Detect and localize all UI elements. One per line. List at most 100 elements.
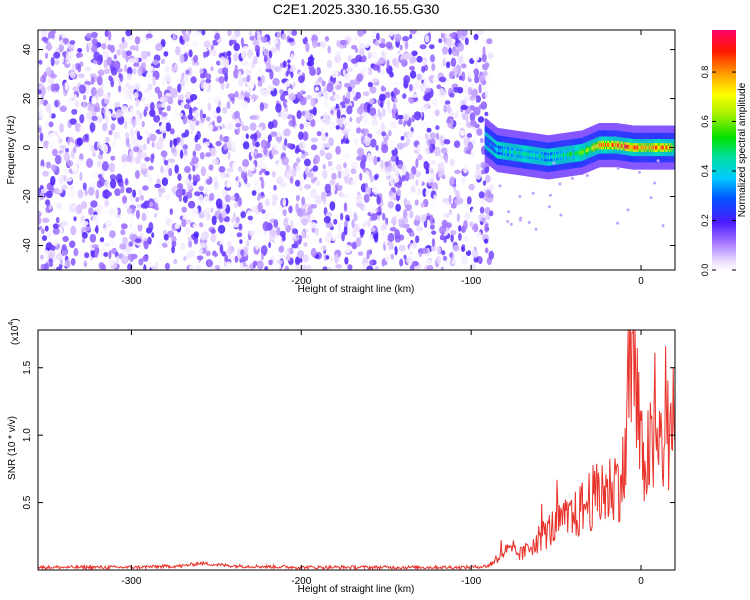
noise-cell xyxy=(39,76,44,83)
noise-cell xyxy=(454,169,461,174)
noise-cell xyxy=(50,83,56,92)
noise-cell xyxy=(362,128,369,136)
noise-cell xyxy=(363,193,370,203)
noise-cell xyxy=(380,225,386,231)
noise-cell xyxy=(240,249,245,257)
noise-cell xyxy=(120,223,128,230)
noise-cell xyxy=(411,55,417,64)
noise-cell xyxy=(419,134,425,140)
noise-cell xyxy=(443,139,451,145)
noise-cell xyxy=(329,201,336,211)
noise-cell xyxy=(187,114,194,120)
noise-cell xyxy=(126,207,132,215)
noise-cell xyxy=(213,252,218,258)
noise-cell xyxy=(136,204,142,209)
noise-cell xyxy=(336,109,341,119)
noise-cell xyxy=(216,115,222,124)
ridge-cell xyxy=(551,154,553,159)
noise-cell xyxy=(296,91,303,99)
noise-cell xyxy=(455,267,459,270)
noise-cell xyxy=(415,235,420,243)
noise-cell xyxy=(415,179,419,186)
snr-ticks: -300 -200 -100 0 0.5 1.0 1.5 xyxy=(22,330,675,587)
noise-cell xyxy=(484,62,490,68)
noise-cell xyxy=(354,36,360,41)
noise-cell xyxy=(224,194,231,203)
ridge-cell xyxy=(561,153,563,158)
noise-cell xyxy=(431,63,436,72)
noise-cell xyxy=(122,236,128,245)
noise-cell xyxy=(393,97,398,104)
noise-cell xyxy=(305,42,310,53)
noise-cell xyxy=(402,93,407,99)
noise-cell xyxy=(40,228,45,235)
ridge-cell xyxy=(528,152,531,157)
noise-cell xyxy=(273,79,280,87)
noise-cell xyxy=(427,176,432,184)
ridge-cell xyxy=(544,155,547,159)
noise-cell xyxy=(408,83,413,92)
ridge-cell xyxy=(534,153,537,158)
noise-cell xyxy=(125,30,132,37)
noise-cell xyxy=(444,100,451,105)
noise-cell xyxy=(192,39,199,48)
noise-cell xyxy=(449,92,455,98)
noise-cell xyxy=(337,223,342,233)
noise-cell xyxy=(195,264,202,270)
noise-cell xyxy=(473,33,479,41)
noise-cell xyxy=(262,46,266,52)
noise-cell xyxy=(433,146,441,157)
noise-cell xyxy=(320,245,327,252)
noise-cell xyxy=(104,155,109,161)
noise-cell xyxy=(280,93,286,102)
noise-cell xyxy=(271,170,276,178)
noise-cell xyxy=(142,185,149,191)
noise-cell xyxy=(466,149,471,155)
noise-cell xyxy=(483,238,489,244)
ridge-cell xyxy=(609,143,611,147)
noise-cell xyxy=(109,179,117,189)
noise-cell xyxy=(231,34,238,42)
noise-cell xyxy=(384,91,391,99)
ridge-cell xyxy=(596,143,599,148)
noise-cell xyxy=(431,238,435,247)
ridge-cell xyxy=(650,145,653,150)
noise-cell xyxy=(143,264,147,270)
noise-cell xyxy=(331,69,339,78)
noise-cell xyxy=(457,54,464,64)
ridge-cell xyxy=(538,154,541,158)
ridge-cell xyxy=(525,152,528,157)
noise-cell xyxy=(120,229,126,236)
noise-cell xyxy=(422,188,427,197)
noise-cell xyxy=(301,196,306,206)
noise-cell xyxy=(324,183,332,194)
noise-cell xyxy=(291,170,297,178)
ridge-cell xyxy=(632,145,635,150)
noise-cell xyxy=(66,160,74,167)
noise-cell xyxy=(53,187,60,195)
noise-cell xyxy=(350,58,359,64)
noise-cell xyxy=(394,229,401,240)
noise-cell xyxy=(130,134,134,142)
noise-cell xyxy=(274,263,282,270)
noise-cell xyxy=(367,81,373,88)
noise-cell xyxy=(527,220,531,224)
noise-cell xyxy=(245,69,250,76)
ridge-cell xyxy=(506,149,508,154)
noise-cell xyxy=(90,87,97,97)
noise-cell xyxy=(170,88,178,99)
noise-cell xyxy=(146,33,153,39)
spectrogram-marks xyxy=(38,30,675,270)
noise-cell xyxy=(231,254,235,265)
noise-cell xyxy=(82,101,87,109)
noise-cell xyxy=(404,53,412,59)
noise-cell xyxy=(226,143,232,149)
noise-cell xyxy=(397,218,402,225)
noise-cell xyxy=(186,181,193,191)
noise-cell xyxy=(102,189,108,199)
noise-cell xyxy=(153,157,159,166)
noise-cell xyxy=(384,240,389,246)
noise-cell xyxy=(466,196,472,205)
noise-cell xyxy=(310,137,318,143)
ridge-cell xyxy=(571,152,574,156)
